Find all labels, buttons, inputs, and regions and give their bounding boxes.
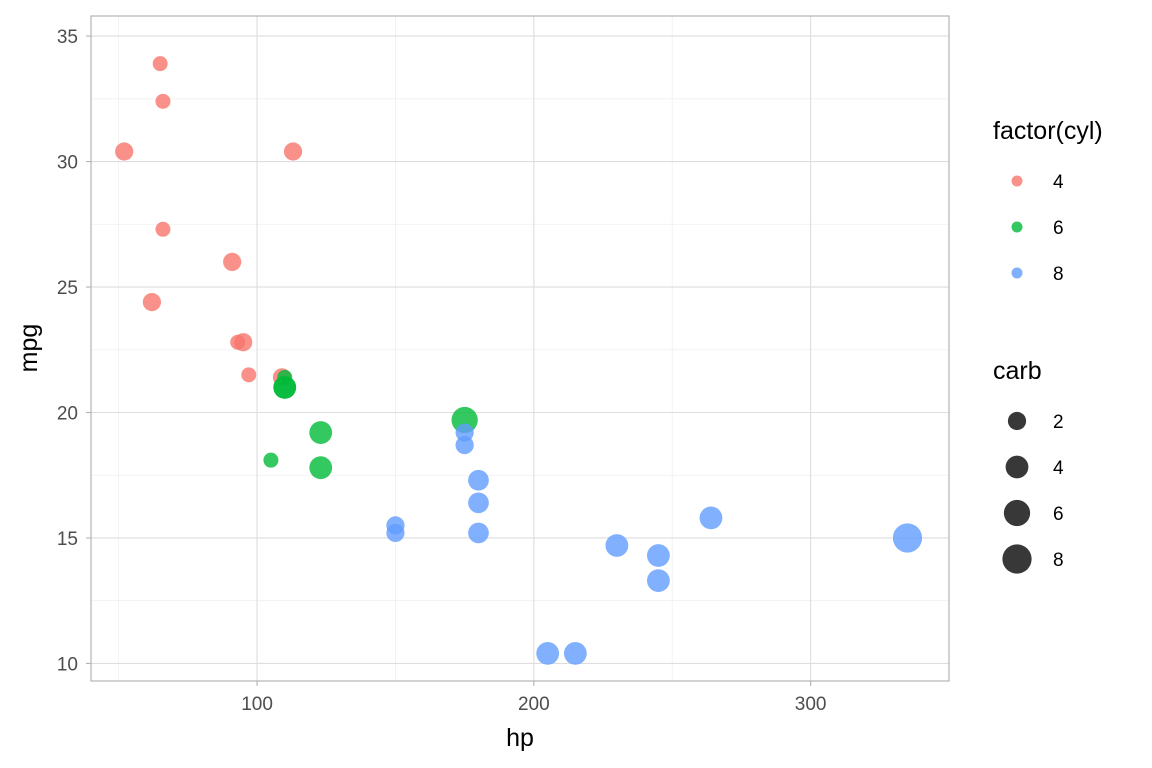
color-legend-label: 8 — [1053, 264, 1064, 285]
color-legend-title: factor(cyl) — [993, 117, 1103, 145]
data-point-cyl-8 — [563, 641, 587, 665]
data-point-cyl-8 — [646, 569, 670, 593]
data-point-cyl-4 — [155, 221, 171, 237]
legend: factor(cyl) carb 4 6 8 2 4 6 8 — [993, 117, 1103, 574]
y-tick-label: 35 — [57, 27, 78, 48]
data-point-cyl-4 — [241, 367, 257, 383]
size-legend-label: 8 — [1053, 550, 1064, 571]
size-legend-label: 2 — [1053, 412, 1064, 433]
color-legend-key — [1011, 175, 1023, 187]
data-point-cyl-8 — [536, 641, 560, 665]
data-point-cyl-4 — [223, 252, 242, 272]
data-point-cyl-4 — [234, 333, 253, 352]
data-point-cyl-8 — [468, 492, 489, 514]
size-legend-label: 6 — [1053, 504, 1064, 525]
x-tick-label: 100 — [241, 694, 273, 715]
data-point-cyl-4 — [142, 292, 162, 312]
data-point-cyl-8 — [646, 544, 670, 567]
data-point-cyl-4 — [152, 56, 168, 72]
y-tick-label: 15 — [57, 529, 78, 550]
data-points — [115, 56, 923, 665]
data-point-cyl-8 — [455, 423, 474, 442]
data-point-cyl-8 — [699, 506, 723, 530]
data-point-cyl-8 — [455, 435, 474, 455]
y-tick-label: 10 — [57, 654, 78, 675]
plot-panel-border — [90, 15, 950, 682]
y-axis-title: mpg — [15, 324, 43, 373]
size-legend-title: carb — [993, 357, 1042, 385]
data-point-cyl-8 — [605, 534, 629, 557]
x-tick-label: 300 — [795, 694, 827, 715]
data-point-cyl-6 — [277, 369, 293, 385]
data-point-cyl-6 — [309, 421, 333, 444]
data-point-cyl-8 — [386, 523, 405, 543]
data-point-cyl-6 — [309, 456, 333, 480]
grid-lines — [91, 16, 950, 681]
data-point-cyl-8 — [468, 469, 489, 491]
data-point-cyl-4 — [115, 142, 134, 161]
data-point-cyl-6 — [263, 452, 279, 468]
color-legend-label: 4 — [1053, 172, 1064, 193]
color-legend-key — [1011, 221, 1023, 233]
y-tick-label: 30 — [57, 153, 78, 174]
data-point-cyl-8 — [468, 522, 489, 544]
data-point-cyl-4 — [283, 142, 303, 161]
color-legend-label: 6 — [1053, 218, 1064, 239]
size-legend-key — [1007, 411, 1027, 431]
data-point-cyl-4 — [155, 93, 171, 109]
axis-ticks: 100 200 300 10 15 20 25 30 35 — [57, 27, 827, 715]
data-point-cyl-8 — [892, 523, 923, 553]
size-legend-label: 4 — [1053, 458, 1064, 479]
size-legend-key — [1002, 544, 1032, 574]
size-legend-key — [1003, 499, 1031, 527]
y-tick-label: 20 — [57, 403, 78, 424]
x-tick-label: 200 — [518, 694, 550, 715]
color-legend-key — [1011, 267, 1023, 279]
y-tick-label: 25 — [57, 278, 78, 299]
x-axis-title: hp — [506, 724, 534, 752]
size-legend-key — [1005, 455, 1029, 479]
